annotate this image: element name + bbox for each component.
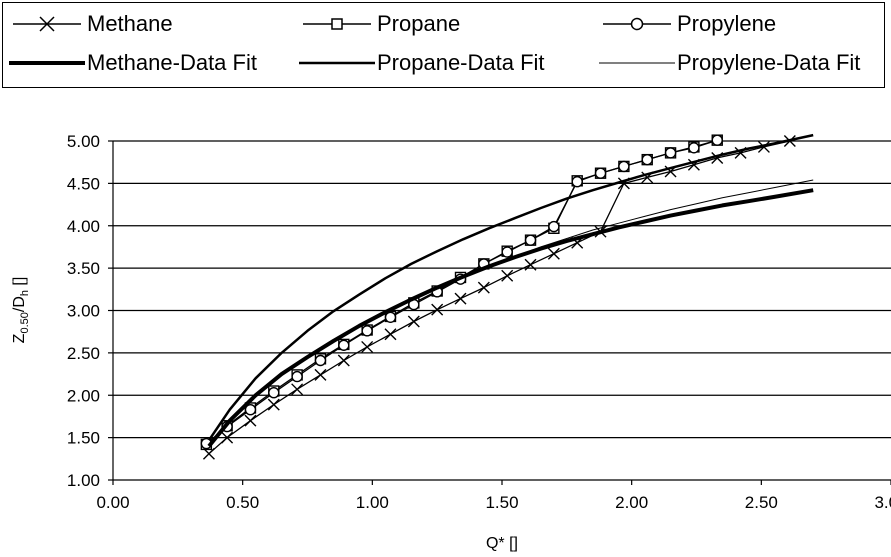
point-methane: [431, 303, 444, 316]
legend-label: Propylene: [677, 11, 777, 36]
legend-line-medium-icon: [299, 61, 375, 65]
point-propylene: [384, 311, 397, 323]
legend-marker-circle-icon: [603, 17, 671, 31]
x-tick-label: 3.00: [874, 493, 891, 512]
x-tick-label: 2.00: [615, 493, 648, 512]
point-methane: [477, 281, 490, 294]
point-propylene: [361, 325, 373, 337]
y-tick-label: 2.50: [67, 344, 100, 363]
y-tick-label: 4.50: [67, 174, 100, 193]
y-tick-label: 1.50: [67, 429, 100, 448]
y-tick-label: 4.00: [67, 217, 100, 236]
data-series: [200, 133, 814, 460]
y-tick-label: 5.00: [67, 132, 100, 151]
x-tick-label: 1.50: [485, 493, 518, 512]
point-propylene: [571, 175, 583, 188]
point-methane: [221, 431, 234, 444]
point-methane: [244, 414, 257, 427]
point-methane: [454, 292, 467, 305]
point-propylene: [548, 220, 560, 233]
point-methane: [407, 315, 420, 328]
point-propylene: [524, 234, 537, 246]
point-methane: [547, 247, 560, 260]
legend-label: Propylene-Data Fit: [677, 50, 861, 75]
x-tick-label: 1.00: [356, 493, 389, 512]
chart-legend: Methane Propane Propylene Methane-Data F…: [2, 2, 885, 88]
point-propylene: [314, 354, 327, 367]
x-tick-label: 0.50: [226, 493, 259, 512]
point-propylene: [291, 370, 303, 383]
point-methane: [524, 258, 537, 271]
y-tick-label: 1.00: [67, 471, 100, 490]
point-methane: [314, 368, 327, 381]
point-methane: [337, 354, 350, 367]
series-line-propane-data-fit: [207, 133, 814, 441]
point-propylene: [664, 147, 677, 159]
point-methane: [267, 398, 280, 411]
x-tick-label: 2.50: [745, 493, 778, 512]
y-tick-label: 3.00: [67, 302, 100, 321]
tick-labels: 1.00 1.50 2.00 2.50 3.00 3.50 4.00 4.50 5.00 0.00…: [67, 132, 891, 512]
point-propylene: [338, 339, 350, 351]
point-methane: [291, 383, 304, 396]
legend-marker-square-icon: [303, 18, 371, 30]
legend-label: Propane: [377, 11, 461, 36]
legend-line-thick-icon: [9, 61, 85, 65]
x-tick-label: 0.00: [96, 493, 129, 512]
point-propylene: [244, 403, 257, 416]
x-axis-label: Q* []: [486, 535, 518, 552]
legend-line-thin-icon: [599, 62, 675, 64]
legend-label: Methane-Data Fit: [87, 50, 257, 75]
y-axis-label: Z0.50/Dh []: [11, 277, 31, 344]
legend-marker-x-icon: [13, 16, 81, 32]
gridlines: [113, 140, 891, 439]
point-propylene: [594, 167, 607, 179]
y-tick-label: 2.00: [67, 386, 100, 405]
point-propylene: [501, 246, 513, 258]
legend-label: Propane-Data Fit: [377, 50, 545, 75]
point-methane: [757, 140, 770, 153]
series-line-methane: [208, 140, 791, 455]
point-propylene: [711, 134, 723, 146]
legend-label: Methane: [87, 11, 173, 36]
point-propylene: [618, 160, 630, 173]
point-propylene: [641, 153, 653, 166]
point-methane: [501, 269, 514, 282]
point-propylene: [688, 142, 700, 154]
point-propylene: [268, 387, 280, 399]
point-methane: [384, 328, 397, 341]
y-tick-label: 3.50: [67, 259, 100, 278]
point-methane: [361, 340, 374, 353]
series-line-methane-data-fit: [207, 188, 814, 448]
axes: [108, 140, 891, 485]
series-line-propylene-data-fit: [208, 179, 814, 447]
